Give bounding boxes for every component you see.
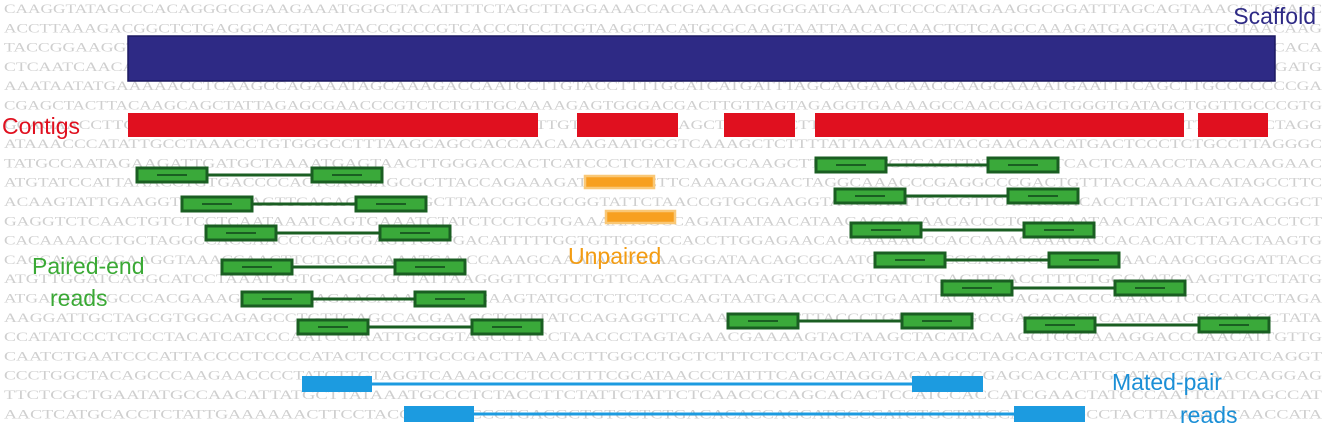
- paired-end-read: [296, 318, 544, 336]
- mated-pair-label-line2: reads: [1180, 402, 1238, 428]
- unpaired-read: [604, 209, 677, 225]
- scaffold-layer: [127, 35, 1276, 82]
- contig-bar: [577, 113, 678, 137]
- contigs-label: Contigs: [2, 113, 80, 139]
- paired-end-read: [1023, 316, 1271, 334]
- sequence-line: CACCAAGGAGAAGGTAAACCAACTTCTGCCACAAATGAAC…: [4, 253, 1322, 267]
- contig-bar: [815, 113, 1184, 137]
- sequence-line: CAATCTGAATCCCATTACCCCTCCCCATACTCCCTTGCCG…: [4, 349, 1322, 363]
- sequence-line: CACAAAACCTGCTAGGCCACCAACCCCAGGGAGTTCCTGA…: [4, 234, 1322, 248]
- mated-pair-layer: [302, 376, 1085, 422]
- paired-end-read: [180, 195, 428, 213]
- mate-segment: [1014, 406, 1085, 422]
- paired-end-read: [833, 187, 1080, 205]
- unpaired-layer: [583, 174, 677, 225]
- mate-segment: [404, 406, 474, 422]
- contig-bar: [1198, 113, 1268, 137]
- sequence-line: ATAAACCCATATTGCCTAAACCTGTGGGCCTTTAAGCAGC…: [4, 137, 1322, 151]
- paired-end-read: [135, 166, 384, 184]
- paired-end-read: [204, 224, 452, 242]
- unpaired-label: Unpaired: [568, 243, 661, 269]
- contig-bar: [724, 113, 795, 137]
- paired-end-read: [814, 156, 1060, 174]
- sequence-line: CGAGCTACTTACAAGCAGCTATTAGAGCGAACCCGTCTCT…: [4, 99, 1322, 113]
- paired-end-layer: [135, 156, 1271, 336]
- sequence-line: AAATAATATGAAAAACCTCAAGCCAGAAATAGCAAAGACC…: [4, 79, 1322, 93]
- paired-end-read: [873, 251, 1121, 269]
- paired-end-read: [849, 221, 1096, 239]
- paired-end-label-line1: Paired-end: [32, 253, 145, 279]
- paired-end-read: [726, 312, 974, 330]
- sequence-line: ACCTTAAAGACGGCTCTGAGGCACGTACATACCGCCCGTC…: [4, 21, 1322, 35]
- scaffold-bar: [127, 35, 1276, 82]
- scaffold-label: Scaffold: [1233, 3, 1316, 29]
- paired-end-read: [940, 279, 1187, 297]
- paired-end-label-line2: reads: [50, 285, 108, 311]
- paired-end-read: [220, 258, 467, 276]
- paired-end-read: [240, 290, 487, 308]
- unpaired-read: [583, 174, 656, 190]
- contig-layer: [128, 113, 1268, 137]
- mated-pair-label-line1: Mated-pair: [1112, 369, 1222, 395]
- mate-segment: [302, 376, 372, 392]
- mated-pair-read: [404, 406, 1085, 422]
- sequence-line: CAAGGTATAGCCCACAGGGCGGAAGAAATGGGCTACATTT…: [4, 2, 1322, 16]
- contig-bar: [128, 113, 538, 137]
- mate-segment: [912, 376, 983, 392]
- mated-pair-read: [302, 376, 983, 392]
